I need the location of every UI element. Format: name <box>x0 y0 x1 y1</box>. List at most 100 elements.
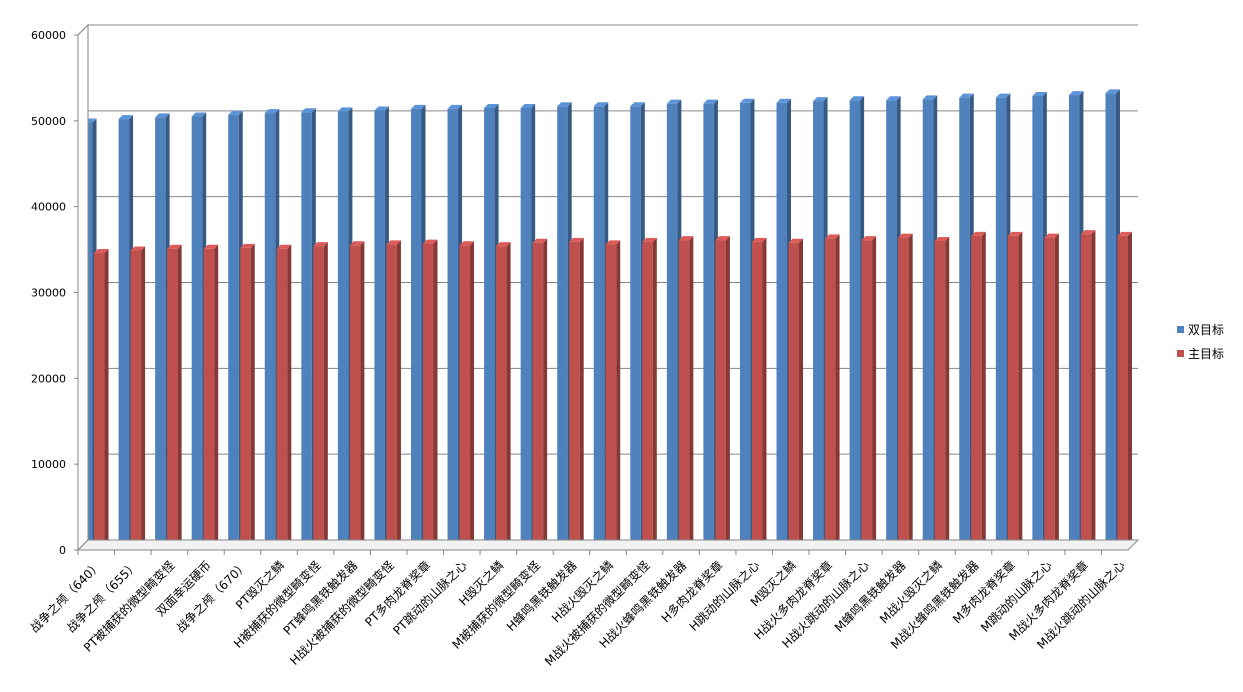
bar-front <box>276 248 288 550</box>
bar-top <box>1044 233 1059 238</box>
bar-front <box>813 101 824 550</box>
bar-side <box>689 236 694 550</box>
bar-front <box>739 102 751 550</box>
bar-front <box>484 107 495 550</box>
bar-front <box>825 238 836 551</box>
bar-top <box>191 112 207 117</box>
bar-side <box>945 237 950 550</box>
bar-side <box>835 234 840 551</box>
y-tick-label: 10000 <box>31 458 66 471</box>
bar-top <box>861 236 877 241</box>
bar-front <box>410 108 422 551</box>
bar-side <box>141 246 146 551</box>
bar-front <box>1117 235 1128 550</box>
bar-front <box>776 102 788 550</box>
bar-front <box>666 103 678 551</box>
bar-top <box>276 244 292 249</box>
bar-front <box>130 250 142 551</box>
legend-swatch <box>1177 350 1184 357</box>
bar-main-target <box>130 246 146 551</box>
bar-front <box>678 240 690 550</box>
bar-front <box>642 241 653 550</box>
bar-side <box>908 233 913 551</box>
legend-label: 主目标 <box>1188 347 1224 361</box>
bar-front <box>569 241 580 550</box>
bar-front <box>337 111 349 551</box>
bar-front <box>971 235 982 550</box>
bar-top <box>447 104 463 109</box>
bar-main-target <box>898 233 913 551</box>
bar-front <box>94 253 105 550</box>
floor <box>76 539 1140 551</box>
bar-main-target <box>751 237 767 550</box>
bar-side <box>762 237 767 550</box>
bar-front <box>301 112 312 550</box>
bar-top <box>788 238 804 243</box>
bar-front <box>995 97 1007 551</box>
bar-main-target <box>1044 233 1059 551</box>
bar-top <box>557 102 572 107</box>
bar-front <box>520 107 532 550</box>
bar-main-target <box>349 241 365 550</box>
bar-top <box>971 231 986 236</box>
bar-top <box>1068 91 1084 96</box>
bar-main-target <box>167 244 182 550</box>
bar-side <box>506 242 511 550</box>
bar-main-target <box>1117 231 1132 550</box>
bar-top <box>130 246 146 251</box>
bar-front <box>459 245 471 550</box>
bar-side <box>470 241 475 550</box>
bar-front <box>422 243 434 550</box>
bar-front <box>703 103 714 551</box>
bar-front <box>203 248 215 550</box>
bar-main-target <box>313 242 328 550</box>
bar-front <box>922 99 934 550</box>
bar-top <box>959 93 974 98</box>
bar-main-target <box>203 244 219 550</box>
bar-front <box>557 106 568 550</box>
bar-front <box>630 106 641 550</box>
bar-top <box>922 95 938 100</box>
bar-side <box>872 236 877 550</box>
bar-top <box>118 115 134 120</box>
bar-front <box>240 247 251 550</box>
bar-top <box>1007 231 1023 236</box>
bar-front <box>155 117 166 551</box>
bar-top <box>301 108 316 113</box>
bar-side <box>616 240 621 550</box>
bar-main-target <box>496 242 511 550</box>
bar-top <box>337 107 353 112</box>
bar-front <box>1105 93 1116 550</box>
bar-top <box>593 102 609 107</box>
bar-main-target <box>642 237 657 550</box>
bar-side <box>1091 230 1096 550</box>
side-wall <box>77 23 89 552</box>
bar-top <box>349 241 365 246</box>
bar-top <box>240 243 255 248</box>
bar-main-target <box>1080 230 1096 550</box>
bar-front <box>751 241 763 550</box>
bar-top <box>995 93 1011 98</box>
bar-front <box>1068 95 1080 550</box>
axes <box>76 23 1140 555</box>
bar-top <box>520 103 536 108</box>
bar-front <box>374 110 385 551</box>
bar-main-target <box>605 240 621 550</box>
bar-main-target <box>386 240 401 550</box>
bar-top <box>264 109 280 114</box>
bar-top <box>1105 89 1120 94</box>
bar-top <box>739 98 755 103</box>
bar-side <box>360 241 365 550</box>
bar-front <box>228 114 239 550</box>
y-axis-tick-labels: 0 10000 20000 30000 40000 50000 60000 <box>31 29 66 557</box>
bar-main-target <box>715 236 730 550</box>
y-tick-label: 0 <box>59 544 66 557</box>
bar-main-target <box>934 237 950 550</box>
bar-top <box>898 233 913 238</box>
bar-front <box>605 244 617 550</box>
bar-front <box>264 113 276 550</box>
legend-swatch <box>1177 326 1184 333</box>
bar-top <box>703 99 718 104</box>
bar-main-target <box>788 238 804 550</box>
bar-side <box>250 243 255 550</box>
